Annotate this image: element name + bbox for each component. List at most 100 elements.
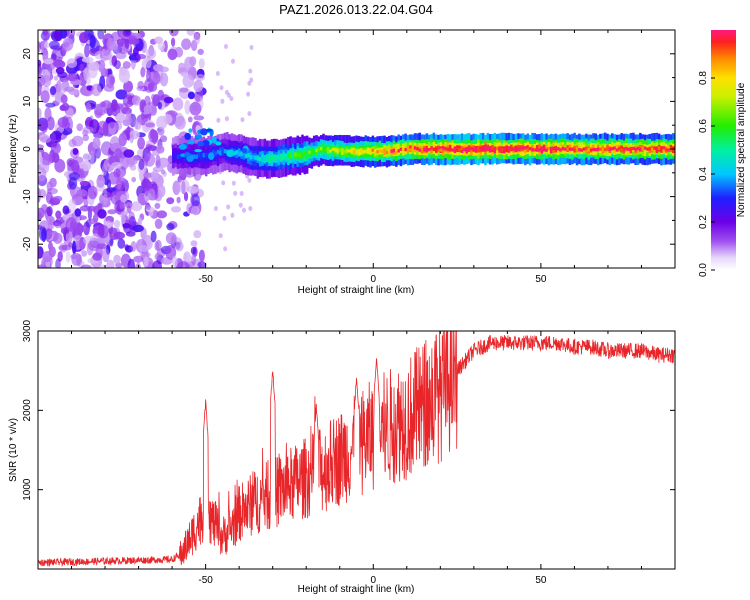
ridge-cell — [366, 150, 370, 154]
ridge-cell — [336, 149, 339, 153]
noise-blob — [76, 123, 83, 132]
noise-blob — [38, 154, 43, 165]
noise-blob — [71, 135, 84, 147]
noise-blob — [137, 81, 144, 89]
noise-blob — [42, 74, 52, 88]
noise-blob — [247, 111, 252, 117]
noise-blob — [38, 189, 47, 199]
spectrogram-y-label: Frequency (Hz) — [8, 115, 19, 184]
snr-x-tick-label: 50 — [535, 575, 547, 586]
ridge-cell — [179, 154, 182, 159]
ridge-cell — [240, 151, 243, 156]
noise-blob — [87, 187, 94, 197]
noise-blob — [159, 72, 169, 87]
ridge-cell — [348, 149, 351, 153]
ridge-cell — [470, 146, 473, 150]
noise-blob — [79, 32, 89, 44]
ridge-cell — [427, 148, 431, 152]
ridge-spot — [215, 141, 222, 146]
noise-blob — [183, 251, 191, 265]
ridge-cell — [672, 146, 675, 150]
noise-blob — [160, 169, 166, 175]
noise-blob — [184, 56, 195, 70]
noise-blob — [191, 253, 197, 266]
ridge-cell — [585, 146, 588, 150]
ridge-cell — [463, 147, 466, 152]
noise-blob — [198, 249, 205, 262]
ridge-cell — [643, 146, 647, 150]
noise-blob — [64, 116, 73, 132]
ridge-cell — [418, 148, 421, 152]
noise-blob — [45, 260, 51, 268]
noise-blob — [122, 61, 131, 69]
noise-blob — [231, 180, 236, 186]
noise-blob — [75, 223, 84, 235]
noise-blob — [38, 107, 42, 120]
noise-blob — [156, 145, 165, 154]
noise-blob — [129, 133, 134, 144]
noise-blob — [82, 126, 94, 134]
noise-blob — [50, 132, 56, 143]
ridge-cell — [650, 147, 654, 152]
ridge-cell — [474, 147, 478, 151]
noise-blob — [38, 41, 42, 53]
noise-blob — [152, 260, 162, 268]
noise-blob — [139, 251, 151, 258]
ridge-cell — [329, 149, 332, 153]
noise-blob — [109, 238, 114, 247]
noise-blob — [96, 175, 105, 188]
ridge-cell — [176, 154, 180, 159]
noise-blob — [114, 60, 121, 70]
ridge-cell — [625, 147, 628, 151]
ridge-cell — [390, 149, 393, 153]
ridge-cell — [305, 150, 309, 155]
noise-blob — [178, 87, 189, 93]
noise-blob — [117, 238, 126, 249]
ridge-cell — [568, 147, 572, 151]
ridge-cell — [484, 144, 487, 152]
noise-blob — [116, 176, 122, 190]
ridge-cell — [273, 155, 276, 160]
ridge-spot — [184, 132, 192, 140]
noise-blob — [111, 162, 123, 169]
ridge-cell — [486, 146, 490, 151]
noise-blob — [50, 86, 57, 96]
snr-plot-area — [38, 331, 675, 569]
ridge-cell — [327, 147, 330, 152]
ridge-cell — [197, 152, 201, 158]
noise-blob — [215, 71, 220, 76]
ridge-cell — [268, 156, 271, 162]
noise-blob — [231, 58, 235, 64]
noise-blob — [107, 121, 118, 134]
noise-blob — [53, 232, 63, 244]
ridge-cell — [549, 147, 553, 151]
ridge-cell — [320, 147, 323, 151]
noise-blob — [218, 233, 223, 239]
noise-blob — [115, 112, 126, 123]
ridge-cell — [329, 145, 332, 153]
noise-blob — [39, 136, 52, 144]
ridge-cell — [317, 147, 321, 151]
noise-blob — [134, 119, 139, 130]
ridge-cell — [505, 148, 508, 152]
noise-blob — [193, 79, 204, 93]
ridge-cell — [261, 157, 264, 162]
ridge-cell — [420, 146, 424, 151]
ridge-cell — [524, 146, 527, 150]
ridge-cell — [357, 150, 360, 154]
noise-blob — [249, 45, 254, 50]
noise-blob — [164, 96, 174, 104]
ridge-spot — [194, 149, 203, 153]
ridge-cell — [258, 157, 262, 162]
noise-blob — [97, 224, 109, 239]
noise-blob — [140, 67, 146, 78]
ridge-cell — [195, 154, 199, 159]
noise-blob — [186, 30, 195, 36]
spectrogram-x-tick-label: 0 — [370, 274, 376, 285]
ridge-cell — [416, 147, 419, 151]
ridge-cell — [404, 147, 407, 152]
ridge-cell — [193, 154, 196, 159]
noise-blob — [111, 99, 118, 112]
noise-blob — [44, 228, 53, 240]
snr-series-line — [38, 331, 675, 568]
